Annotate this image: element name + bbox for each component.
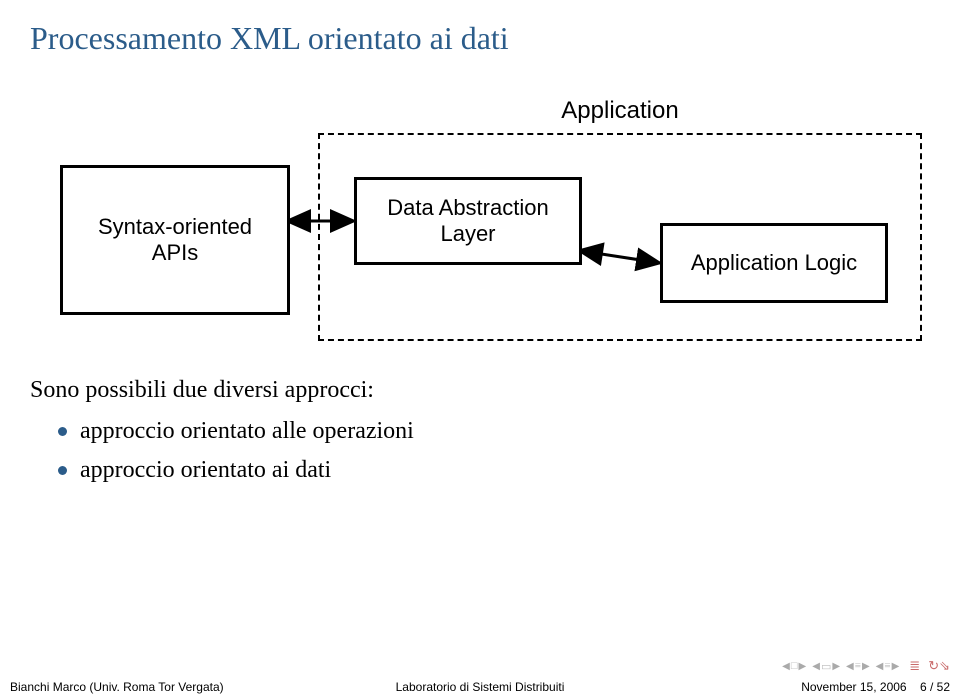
nav-next-icon[interactable]: ◀≡▶ xyxy=(846,660,870,672)
nav-prev-icon[interactable]: ◀▭▶ xyxy=(812,660,840,673)
list-item: approccio orientato alle operazioni xyxy=(58,418,930,445)
nav-last-icon[interactable]: ◀≡▶ xyxy=(876,660,900,672)
intro-text: Sono possibili due diversi approcci: xyxy=(30,377,930,404)
slide: Processamento XML orientato ai dati Appl… xyxy=(0,0,960,700)
node-label: Layer xyxy=(387,221,548,247)
node-label: Data Abstraction xyxy=(387,195,548,221)
diagram-node-data-abstraction-layer: Data Abstraction Layer xyxy=(354,177,582,265)
bullet-list: approccio orientato alle operazioni appr… xyxy=(58,418,930,484)
diagram: Application Syntax-oriented APIs Data Ab… xyxy=(30,87,930,367)
diagram-node-application-logic: Application Logic xyxy=(660,223,888,303)
list-item: approccio orientato ai dati xyxy=(58,457,930,484)
slide-title: Processamento XML orientato ai dati xyxy=(30,20,930,57)
node-label: APIs xyxy=(98,240,252,266)
node-label: Syntax-oriented xyxy=(98,214,252,240)
footer-page-total: 52 xyxy=(937,680,950,694)
footer-page-sep: / xyxy=(927,680,937,694)
footer-page-current: 6 xyxy=(920,680,927,694)
diagram-node-syntax-apis: Syntax-oriented APIs xyxy=(60,165,290,315)
footer: Bianchi Marco (Univ. Roma Tor Vergata) L… xyxy=(0,672,960,700)
footer-right: November 15, 2006 6 / 52 xyxy=(801,680,950,694)
footer-center: Laboratorio di Sistemi Distribuiti xyxy=(396,680,565,694)
diagram-application-label: Application xyxy=(550,97,690,125)
footer-author: Bianchi Marco (Univ. Roma Tor Vergata) xyxy=(10,680,224,694)
nav-first-icon[interactable]: ◀□▶ xyxy=(782,660,806,672)
footer-date: November 15, 2006 xyxy=(801,680,906,694)
node-label: Application Logic xyxy=(691,250,857,276)
